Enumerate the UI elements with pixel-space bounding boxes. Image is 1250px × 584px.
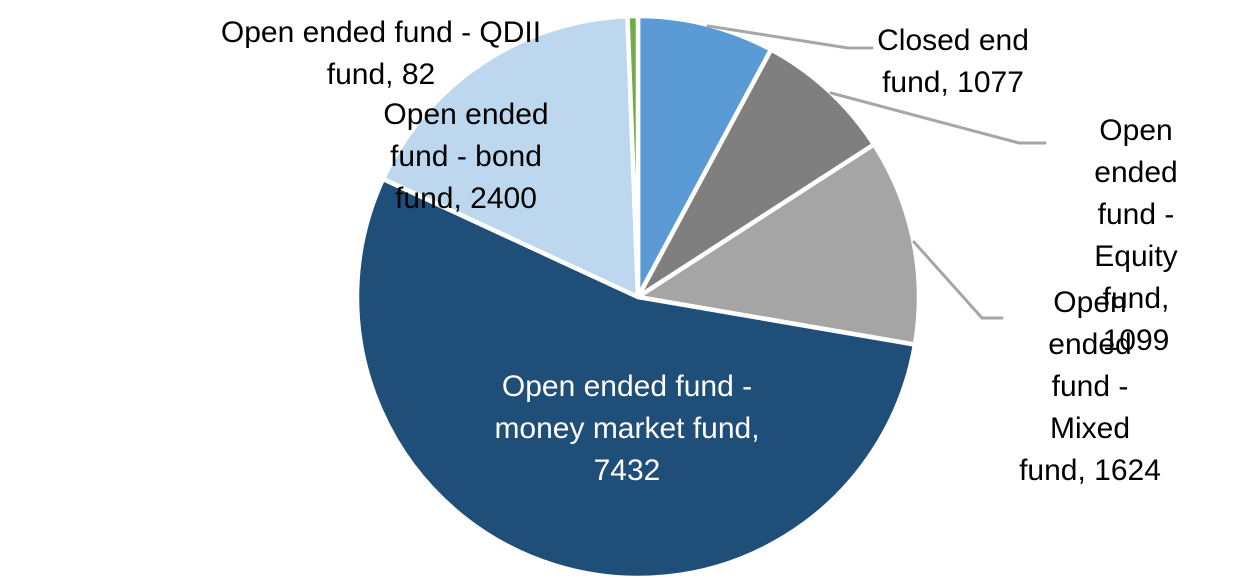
leader-line-mixed-fund	[912, 240, 1004, 320]
leader-line-closed-end-fund	[706, 24, 874, 50]
pie-slices	[354, 13, 922, 581]
pie-slice-open-ended-fund-qdii-fund	[625, 13, 641, 300]
pie-slice-open-ended-fund-equity-fund	[635, 47, 877, 300]
leader-line-equity-fund	[829, 91, 1047, 145]
pie-slice-open-ended-fund-money-market-fund	[354, 176, 918, 581]
pie-slice-closed-end-fund	[635, 13, 774, 300]
pie-slice-open-ended-fund-bond-fund	[380, 13, 641, 300]
pie-slice-open-ended-fund-mixed-fund	[635, 142, 922, 347]
leader-lines	[706, 24, 1047, 320]
